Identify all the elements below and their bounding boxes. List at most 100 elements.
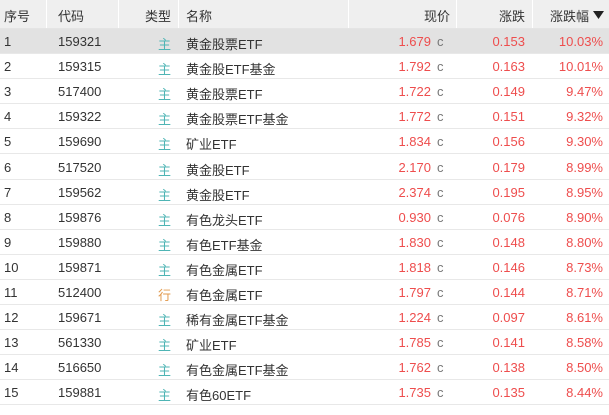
header-name[interactable]: 名称 bbox=[186, 9, 213, 24]
row-change: 0.138 bbox=[492, 360, 525, 376]
row-pct: 8.80% bbox=[566, 234, 603, 250]
row-code: 517400 bbox=[58, 84, 102, 100]
row-name: 有色金属ETF bbox=[186, 262, 263, 278]
row-price-flag: c bbox=[437, 335, 444, 351]
header-code[interactable]: 代码 bbox=[58, 9, 85, 24]
row-code: 512400 bbox=[58, 285, 102, 300]
row-price: 1.792 bbox=[398, 59, 431, 75]
row-price-flag: c bbox=[437, 109, 444, 125]
row-name: 黄金股ETF bbox=[186, 187, 250, 203]
type-tag: 主 bbox=[158, 363, 172, 379]
header-change[interactable]: 涨跌 bbox=[498, 9, 525, 24]
header-seq[interactable]: 序号 bbox=[4, 9, 31, 24]
row-code: 159562 bbox=[58, 184, 102, 200]
table-row[interactable]: 8 159876 主有色龙头ETF 0.930 c 0.076 8.90% bbox=[0, 205, 609, 230]
row-seq: 11 bbox=[4, 285, 18, 300]
row-change: 0.076 bbox=[492, 209, 525, 225]
row-pct: 8.90% bbox=[566, 209, 603, 225]
row-seq: 9 bbox=[4, 234, 12, 250]
row-pct: 10.03% bbox=[558, 34, 603, 49]
row-seq: 13 bbox=[4, 335, 19, 351]
table-row[interactable]: 7 159562 主黄金股ETF 2.374 c 0.195 8.95% bbox=[0, 180, 609, 205]
type-tag: 主 bbox=[158, 87, 172, 103]
row-price-flag: c bbox=[437, 285, 444, 300]
table-row[interactable]: 14 516650 主有色金属ETF基金 1.762 c 0.138 8.50% bbox=[0, 355, 609, 381]
row-code: 159876 bbox=[58, 209, 102, 225]
row-seq: 3 bbox=[4, 84, 12, 100]
row-change: 0.135 bbox=[492, 385, 525, 401]
row-price: 1.797 bbox=[398, 285, 431, 300]
table-row[interactable]: 5 159690 主矿业ETF 1.834 c 0.156 9.30% bbox=[0, 129, 609, 155]
type-tag: 主 bbox=[158, 262, 172, 278]
type-tag: 主 bbox=[158, 237, 172, 253]
row-seq: 12 bbox=[4, 310, 19, 326]
row-price: 1.772 bbox=[398, 109, 431, 125]
row-change: 0.144 bbox=[492, 285, 525, 300]
row-code: 561330 bbox=[58, 335, 102, 351]
row-seq: 1 bbox=[4, 34, 12, 49]
type-tag: 主 bbox=[158, 137, 172, 153]
row-code: 159671 bbox=[58, 310, 102, 326]
row-price-flag: c bbox=[437, 84, 444, 100]
type-tag: 主 bbox=[158, 212, 172, 228]
row-pct: 9.47% bbox=[566, 84, 603, 100]
row-price-flag: c bbox=[437, 159, 444, 175]
header-type[interactable]: 类型 bbox=[145, 9, 172, 24]
table-row[interactable]: 1 159321 主黄金股票ETF 1.679 c 0.153 10.03% bbox=[0, 29, 609, 54]
row-change: 0.097 bbox=[492, 310, 525, 326]
row-change: 0.153 bbox=[492, 34, 525, 49]
row-name: 黄金股ETF bbox=[186, 162, 250, 178]
triangle-down-icon[interactable] bbox=[593, 8, 604, 23]
row-price-flag: c bbox=[437, 134, 444, 150]
row-name: 有色金属ETF bbox=[186, 288, 263, 303]
row-change: 0.195 bbox=[492, 184, 525, 200]
header-pct[interactable]: 涨跌幅 bbox=[549, 9, 589, 24]
row-name: 黄金股票ETF bbox=[186, 37, 263, 52]
table-row[interactable]: 3 517400 主黄金股票ETF 1.722 c 0.149 9.47% bbox=[0, 79, 609, 105]
table-row[interactable]: 11 512400 行有色金属ETF 1.797 c 0.144 8.71% bbox=[0, 280, 609, 305]
header-price[interactable]: 现价 bbox=[423, 9, 450, 24]
table-row[interactable]: 4 159322 主黄金股票ETF基金 1.772 c 0.151 9.32% bbox=[0, 104, 609, 130]
row-change: 0.146 bbox=[492, 259, 525, 275]
table-row[interactable]: 10 159871 主有色金属ETF 1.818 c 0.146 8.73% bbox=[0, 255, 609, 280]
table-row[interactable]: 6 517520 主黄金股ETF 2.170 c 0.179 8.99% bbox=[0, 155, 609, 180]
row-seq: 8 bbox=[4, 209, 12, 225]
row-name: 黄金股票ETF bbox=[186, 87, 263, 103]
table-row[interactable]: 9 159880 主有色ETF基金 1.830 c 0.148 8.80% bbox=[0, 230, 609, 255]
row-name: 黄金股票ETF基金 bbox=[186, 112, 289, 128]
row-name: 稀有金属ETF基金 bbox=[186, 313, 289, 329]
row-price: 1.830 bbox=[398, 234, 431, 250]
row-pct: 8.58% bbox=[566, 335, 603, 351]
row-name: 有色龙头ETF bbox=[186, 212, 263, 228]
row-price-flag: c bbox=[437, 209, 444, 225]
table-row[interactable]: 13 561330 主矿业ETF 1.785 c 0.141 8.58% bbox=[0, 330, 609, 356]
row-price-flag: c bbox=[437, 385, 444, 401]
row-seq: 5 bbox=[4, 134, 12, 150]
row-price: 1.224 bbox=[398, 310, 431, 326]
row-code: 159871 bbox=[58, 259, 102, 275]
row-pct: 8.73% bbox=[566, 259, 603, 275]
table-row[interactable]: 2 159315 主黄金股ETF基金 1.792 c 0.163 10.01% bbox=[0, 54, 609, 80]
row-pct: 8.44% bbox=[566, 385, 603, 401]
type-tag: 主 bbox=[158, 112, 172, 128]
row-change: 0.148 bbox=[492, 234, 525, 250]
row-code: 159690 bbox=[58, 134, 102, 150]
type-tag: 主 bbox=[158, 187, 172, 203]
table-row[interactable]: 15 159881 主有色60ETF 1.735 c 0.135 8.44% bbox=[0, 380, 609, 406]
row-price: 1.818 bbox=[398, 259, 431, 275]
row-pct: 10.01% bbox=[558, 59, 603, 75]
row-name: 矿业ETF bbox=[186, 137, 237, 153]
row-name: 有色ETF基金 bbox=[186, 237, 263, 253]
row-pct: 8.71% bbox=[566, 285, 603, 300]
row-price: 1.735 bbox=[398, 385, 431, 401]
type-tag: 行 bbox=[158, 288, 172, 303]
type-tag: 主 bbox=[158, 388, 172, 404]
row-seq: 4 bbox=[4, 109, 12, 125]
row-seq: 2 bbox=[4, 59, 12, 75]
table-row[interactable]: 12 159671 主稀有金属ETF基金 1.224 c 0.097 8.61% bbox=[0, 305, 609, 331]
row-name: 有色60ETF bbox=[186, 388, 252, 404]
row-name: 矿业ETF bbox=[186, 338, 237, 354]
row-pct: 8.99% bbox=[566, 159, 603, 175]
row-code: 159881 bbox=[58, 385, 102, 401]
row-price-flag: c bbox=[437, 34, 444, 49]
